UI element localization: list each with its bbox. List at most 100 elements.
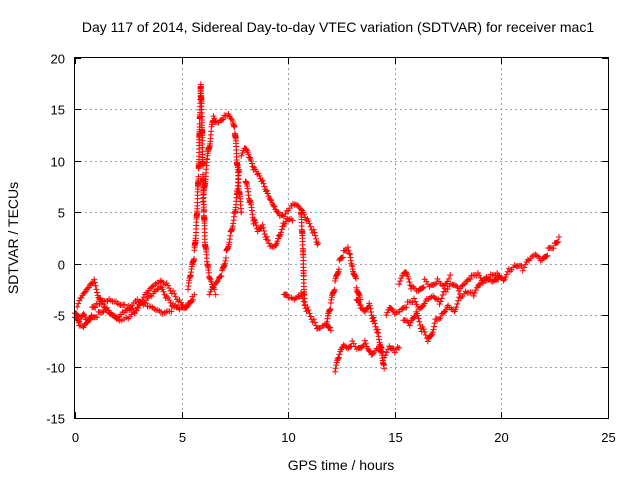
data-point — [544, 252, 551, 259]
data-point — [394, 344, 401, 351]
data-point — [453, 282, 460, 289]
data-point — [278, 212, 285, 219]
y-tick-label: 0 — [58, 258, 65, 273]
data-point — [264, 190, 271, 197]
data-point — [520, 264, 527, 271]
data-point — [371, 320, 378, 327]
data-point — [396, 281, 403, 288]
y-tick-label: -10 — [46, 361, 65, 376]
data-point — [207, 288, 214, 295]
series-hump — [199, 111, 245, 216]
data-point — [74, 303, 81, 310]
data-point — [92, 304, 99, 311]
data-point — [274, 238, 281, 245]
data-point — [345, 247, 352, 254]
data-point — [503, 271, 510, 278]
data-point — [420, 284, 427, 291]
data-point — [416, 318, 423, 325]
series-rise-lower — [400, 273, 503, 345]
series-decline — [206, 166, 243, 298]
data-point — [80, 310, 87, 317]
data-point — [187, 297, 194, 304]
x-tick-label: 15 — [388, 430, 402, 445]
data-point — [412, 313, 419, 320]
data-point — [519, 267, 526, 274]
data-point — [259, 177, 266, 184]
data-point — [410, 295, 417, 302]
data-point — [422, 332, 429, 339]
data-point — [238, 209, 245, 216]
series-rise-upper — [396, 269, 454, 294]
data-point — [176, 305, 183, 312]
data-point — [417, 325, 424, 332]
series-low-blob — [353, 296, 388, 372]
data-point — [361, 337, 368, 344]
data-point — [306, 220, 313, 227]
series-mid-lower — [242, 178, 296, 250]
data-point — [403, 269, 410, 276]
data-point — [436, 301, 443, 308]
data-point — [505, 265, 512, 272]
data-point — [470, 293, 477, 300]
series-deep-dip — [332, 337, 403, 375]
data-point — [246, 154, 253, 161]
data-point — [238, 152, 245, 159]
data-point — [253, 222, 260, 229]
data-point — [132, 307, 139, 314]
data-point — [415, 315, 422, 322]
data-point — [414, 312, 421, 319]
data-point — [406, 279, 413, 286]
data-point — [85, 284, 92, 291]
data-point — [344, 244, 351, 251]
data-point — [97, 295, 104, 302]
data-point — [300, 298, 307, 305]
data-point — [260, 180, 267, 187]
data-point — [419, 303, 426, 310]
data-point — [437, 315, 444, 322]
data-point — [166, 285, 173, 292]
data-point — [399, 305, 406, 312]
data-point — [555, 233, 562, 240]
data-point — [550, 245, 557, 252]
data-point — [219, 116, 226, 123]
data-point — [421, 300, 428, 307]
data-point — [267, 196, 274, 203]
data-point — [84, 285, 91, 292]
data-point — [239, 149, 246, 156]
data-point — [397, 278, 404, 285]
data-point — [374, 329, 381, 336]
data-point — [263, 233, 270, 240]
data-point — [256, 172, 263, 179]
data-point — [275, 232, 282, 239]
data-point — [371, 317, 378, 324]
data-point — [148, 293, 155, 300]
data-point — [431, 323, 438, 330]
data-point — [270, 203, 277, 210]
data-point — [261, 227, 268, 234]
data-point — [131, 310, 138, 317]
data-point — [367, 305, 374, 312]
data-point — [313, 238, 320, 245]
data-point — [264, 237, 271, 244]
data-point — [340, 341, 347, 348]
data-point — [178, 301, 185, 308]
data-point — [467, 276, 474, 283]
data-point — [211, 115, 218, 122]
data-point — [213, 279, 220, 286]
data-point — [312, 235, 319, 242]
data-point — [404, 273, 411, 280]
data-point — [381, 365, 388, 372]
data-point — [439, 291, 446, 298]
data-point — [75, 300, 82, 307]
data-point — [334, 355, 341, 362]
data-point — [94, 314, 101, 321]
data-point — [332, 365, 339, 372]
data-point — [298, 292, 305, 299]
data-point — [289, 295, 296, 302]
data-point — [167, 299, 174, 306]
data-point — [142, 300, 149, 307]
data-point — [305, 307, 312, 314]
data-point — [84, 316, 91, 323]
data-point — [100, 301, 107, 308]
